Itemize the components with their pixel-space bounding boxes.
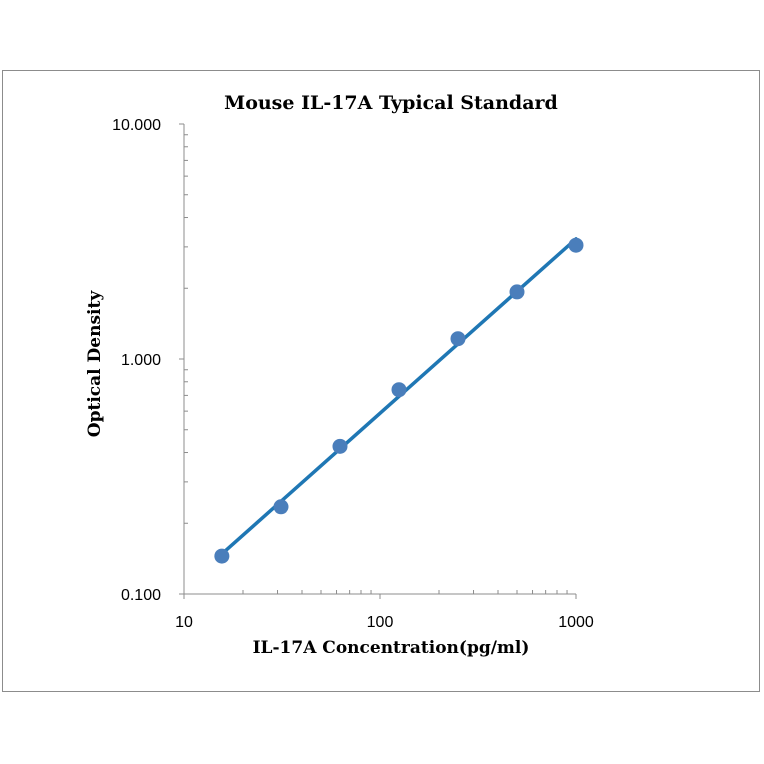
x-tick-label: 10: [175, 614, 193, 631]
data-point: [391, 382, 407, 398]
chart-title: Mouse IL-17A Typical Standard: [224, 92, 558, 114]
plot-area: 10 100 1000 0.100 1.000 10.000: [112, 117, 594, 631]
x-tick-label: 1000: [558, 614, 594, 631]
data-point: [450, 331, 466, 347]
data-point: [509, 284, 525, 300]
y-axis-title: Optical Density: [85, 290, 105, 438]
x-tick-label: 100: [367, 614, 394, 631]
y-tick-label: 10.000: [112, 117, 161, 134]
y-tick-label: 0.100: [121, 587, 161, 604]
chart-frame: Mouse IL-17A Typical Standard 10 100 1000 0…: [2, 70, 760, 692]
y-tick-label: 1.000: [121, 352, 161, 369]
chart-svg: Mouse IL-17A Typical Standard 10 100 1000 0…: [85, 92, 594, 658]
data-point: [332, 438, 348, 454]
x-axis-title: IL-17A Concentration(pg/ml): [253, 638, 530, 658]
data-point: [214, 548, 230, 564]
data-point: [568, 237, 584, 253]
data-point: [273, 499, 289, 515]
